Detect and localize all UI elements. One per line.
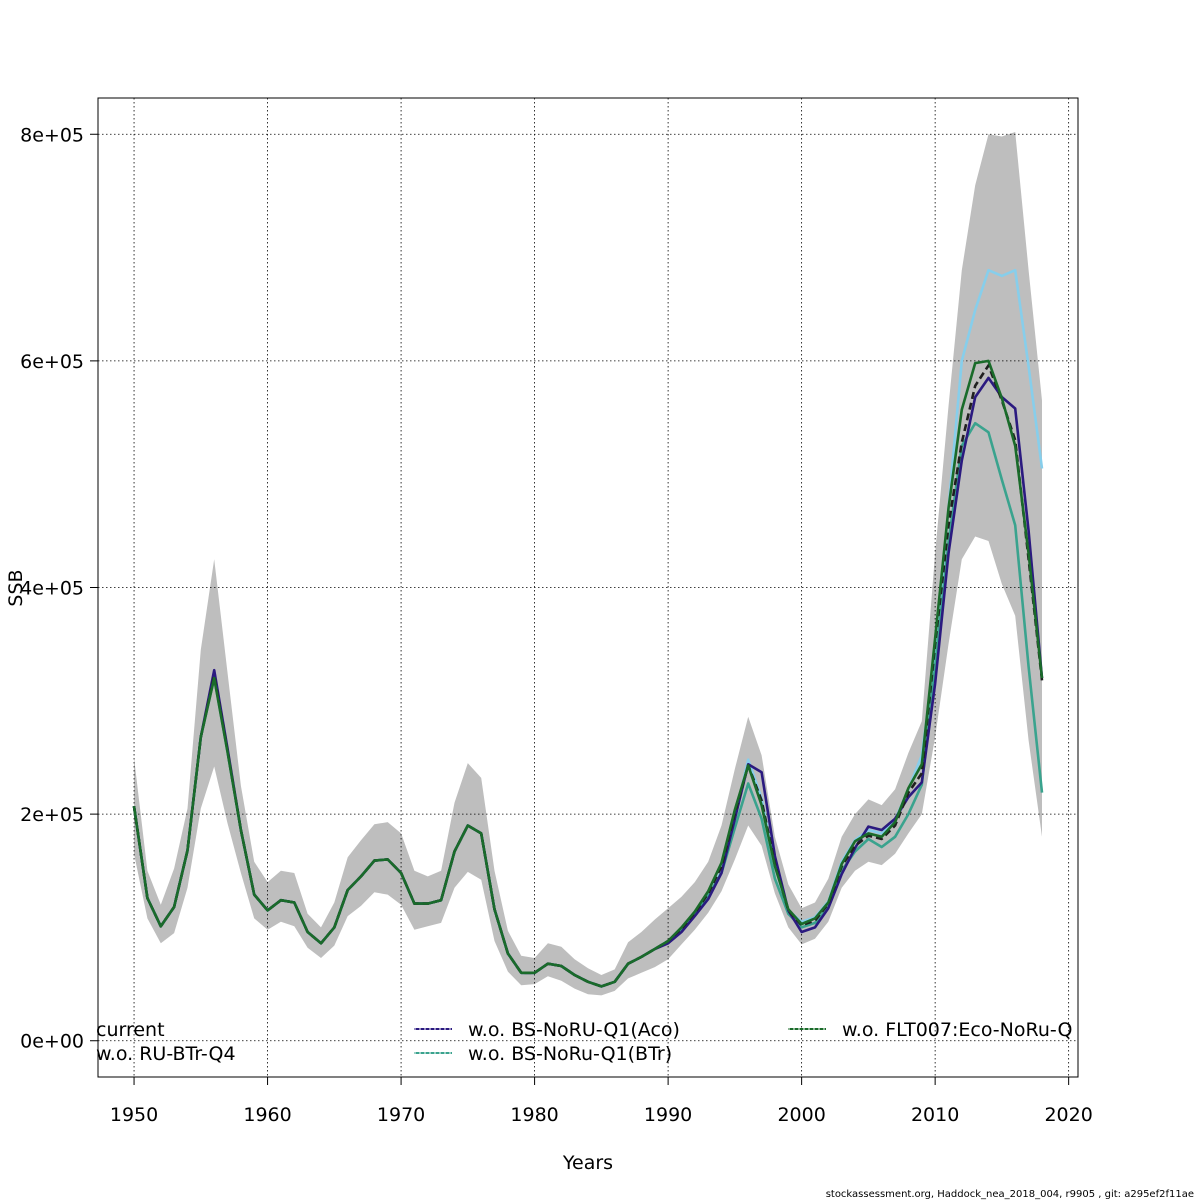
x-axis-title: Years [562, 1152, 613, 1174]
x-tick-label: 1950 [110, 1104, 158, 1126]
x-tick-label: 1960 [243, 1104, 291, 1126]
legend-label: w.o. RU-BTr-Q4 [96, 1043, 236, 1065]
series-line [132, 268, 1044, 988]
series-layer [132, 268, 1044, 988]
x-tick-label: 2000 [777, 1104, 825, 1126]
confidence-band-layer [134, 132, 1042, 996]
x-tick-label: 2010 [911, 1104, 959, 1126]
y-tick-label: 6e+05 [20, 351, 84, 373]
legend-label: w.o. BS-NoRU-Q1(Aco) [468, 1019, 680, 1041]
x-tick-label: 1980 [510, 1104, 558, 1126]
confidence-band [134, 132, 1042, 996]
x-tick-label: 1970 [377, 1104, 425, 1126]
y-axis-title: SSB [5, 569, 27, 606]
y-tick-label: 8e+05 [20, 124, 84, 146]
footer-caption: stockassessment.org, Haddock_nea_2018_00… [826, 1189, 1194, 1200]
x-tick-label: 1990 [644, 1104, 692, 1126]
y-tick-label: 2e+05 [20, 804, 84, 826]
legend-label: w.o. BS-NoRu-Q1(BTr) [468, 1043, 672, 1065]
legend-label: w.o. FLT007:Eco-NoRu-Q [842, 1019, 1072, 1041]
grid-layer [98, 98, 1078, 1077]
legend-label: current [96, 1019, 165, 1041]
y-tick-label: 0e+00 [20, 1031, 84, 1053]
x-tick-label: 2020 [1044, 1104, 1092, 1126]
axis-layer: 1950 1960 1970 1980 1990 2000 2010 2020 0e+00 2e+… [20, 124, 1093, 1126]
series-line [132, 359, 1044, 988]
y-tick-label: 4e+05 [20, 578, 84, 600]
